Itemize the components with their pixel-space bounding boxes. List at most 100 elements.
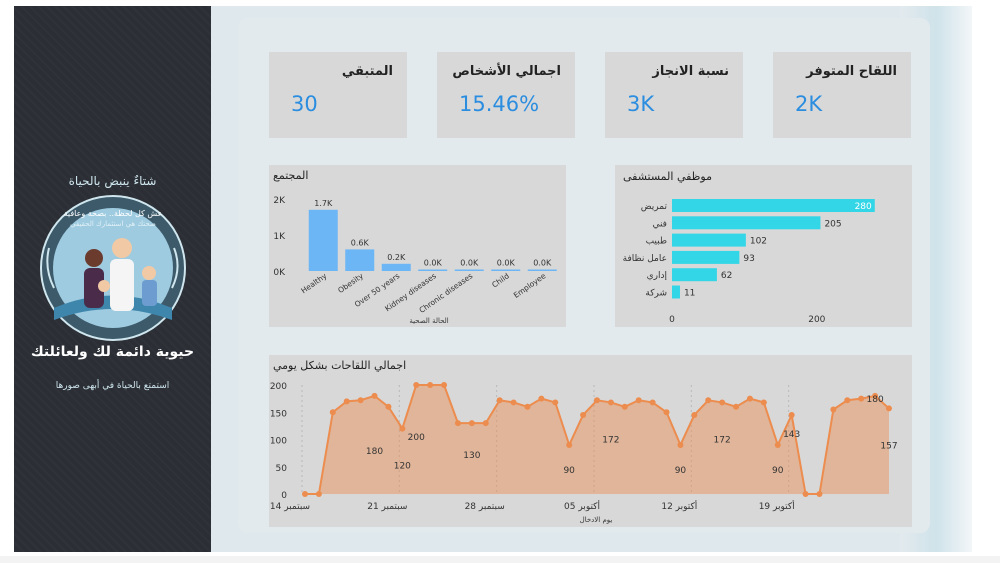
x-tick-label: 0 [669,315,675,325]
daily-vaccines-chart: 0 50 100 150 200 سبتمبر 14 سبتمبر 21 سبتمبر 28 أ… [270,382,898,524]
data-point [649,399,656,406]
kpi-card-total-people: اجمالي الأشخاص 15.46% [437,52,575,138]
bar [672,199,875,212]
bar [672,216,821,230]
y-tick-label: 0K [273,268,286,278]
data-point [413,382,420,388]
kpi-value: 15.46% [459,92,540,116]
data-label: 62 [721,271,732,281]
y-tick-label: 2K [273,196,286,206]
category-label: شركة [645,289,667,299]
data-label: 102 [750,237,767,247]
data-point [385,403,392,410]
data-point [802,491,809,497]
data-point [607,399,614,406]
bar [491,269,521,271]
data-point [552,399,559,406]
bottom-strip [0,556,1000,563]
data-label: 11 [684,289,695,299]
bar [527,269,557,271]
x-axis-title: يوم الادخال [580,516,613,524]
data-point [315,491,322,497]
data-point [677,441,684,448]
data-point [329,409,336,416]
data-label: 180 [366,447,383,457]
x-tick-label: سبتمبر 14 [270,502,310,512]
x-tick-label: سبتمبر 28 [465,502,505,512]
data-point [719,399,726,406]
daily-vaccines-chart-panel: اجمالي اللقاحات بشكل يومي 0 50 100 150 200 سب… [269,355,912,527]
y-tick-label: 1K [273,232,286,242]
data-label: 93 [743,254,754,264]
data-point [427,382,434,388]
data-point [357,397,364,404]
x-tick-label: Healthy [299,271,328,295]
staff-chart-panel: موظفي المستشفى تمريض 280 فني 205 طبيب 102 عامل… [615,165,912,327]
family-emblem: عش كل لحظة.. بصحة وعافية صحتك هي استثمار… [40,195,186,341]
data-point [760,399,767,406]
data-label: 172 [602,435,619,445]
x-tick-label: Employee [512,271,548,300]
kpi-value: 3K [627,92,655,116]
staff-chart-title: موظفي المستشفى [623,170,713,183]
data-point [621,403,628,410]
poster-subtitle: عش كل لحظة.. بصحة وعافية [64,209,163,218]
data-point [746,395,753,402]
data-point [371,392,378,399]
bar [672,250,740,264]
bar [672,285,680,299]
data-label: 0.0K [533,259,552,268]
data-point [635,397,642,404]
x-tick-label: أكتوبر 19 [759,500,795,512]
data-point [774,441,781,448]
y-tick-label: 150 [270,409,287,419]
x-tick-label: أكتوبر 12 [661,500,697,512]
data-point [482,420,489,427]
category-label: طبيب [646,237,667,247]
y-tick-label: 200 [270,382,287,392]
x-tick-label: Obesity [336,271,365,295]
data-label: 172 [714,435,731,445]
data-point [580,411,587,418]
data-label: 205 [824,219,841,229]
data-label: 0.0K [460,259,479,268]
y-tick-label: 0 [281,491,287,501]
kpi-value: 30 [291,92,318,116]
poster-tagline: صحتك هي استثمارك الحقيقي [70,220,156,228]
daily-chart-title: اجمالي اللقاحات بشكل يومي [273,359,407,372]
data-label: 0.6K [351,238,370,247]
bar [381,263,411,271]
data-point [566,441,573,448]
kpi-label: نسبة الانجاز [652,64,729,79]
data-point [496,397,503,404]
bar [454,269,484,271]
data-point [816,491,823,497]
y-tick-label: 100 [270,437,287,447]
data-label: 0.0K [497,259,516,268]
data-label: 157 [880,441,897,451]
kpi-card-remaining: المتبقي 30 [269,52,407,138]
kpi-label: المتبقي [341,64,393,79]
data-point [594,397,600,404]
data-label: 180 [867,395,884,405]
data-point [302,491,308,497]
data-label: 0.0K [424,259,443,268]
bar [345,249,375,271]
kpi-card-completion-rate: نسبة الانجاز 3K [605,52,743,138]
data-point [441,382,448,388]
bar [308,209,338,271]
y-tick-label: 50 [276,464,288,474]
data-point [733,403,740,410]
kpi-value: 2K [795,92,823,116]
kpi-label: اجمالي الأشخاص [452,64,561,79]
data-point [399,425,406,432]
winter-health-poster: شتاءٌ ينبض بالحياة عش كل لحظة.. بصحة وعا… [14,166,211,401]
data-label: 130 [463,451,480,461]
data-label: 90 [772,466,784,476]
data-point [468,420,475,427]
data-label: 1.7K [314,199,333,208]
data-label: 200 [408,433,425,443]
data-label: 0.2K [387,253,406,262]
data-point [705,397,712,404]
